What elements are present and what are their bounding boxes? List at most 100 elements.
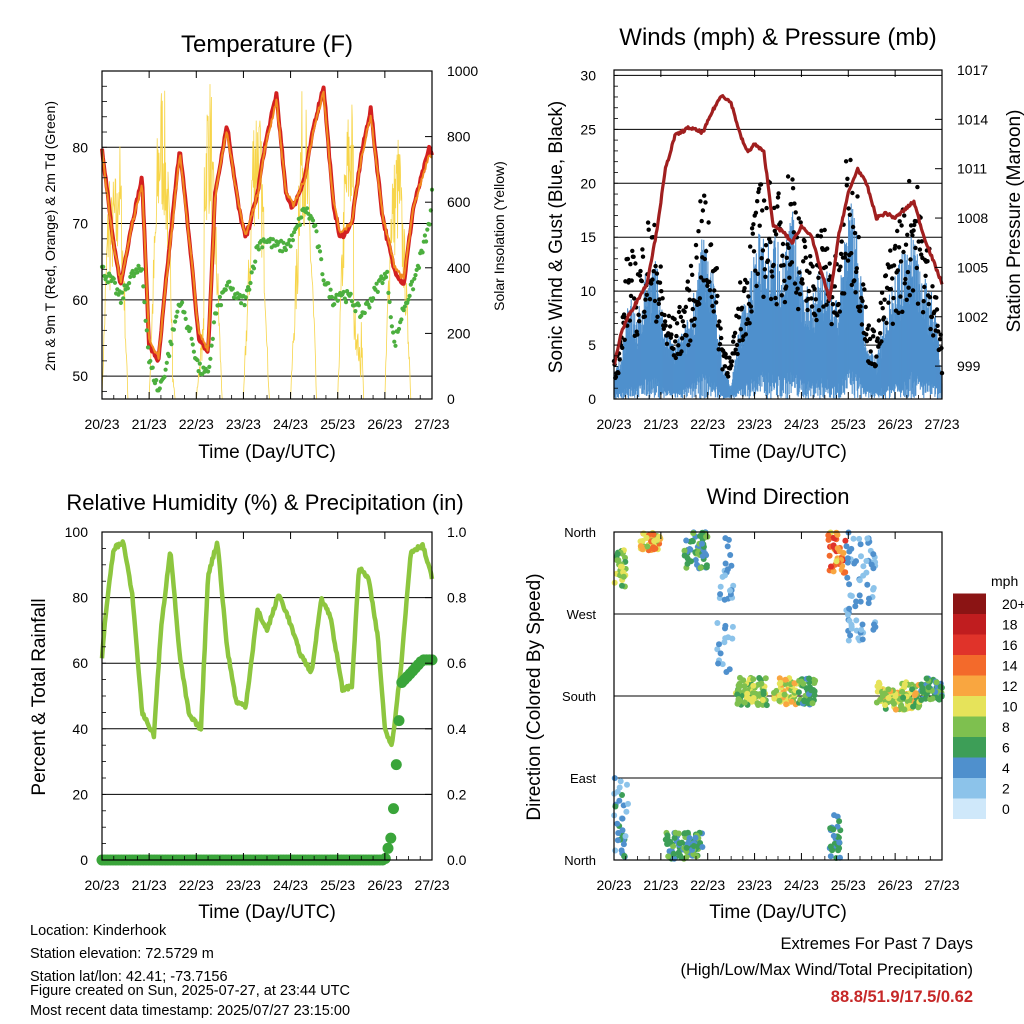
direction-point (859, 621, 866, 628)
direction-point (744, 690, 751, 697)
gust-point (898, 259, 904, 264)
direction-point (826, 552, 833, 559)
gust-point (773, 295, 778, 301)
gust-point (780, 253, 785, 258)
dewpoint-point (105, 280, 110, 285)
gust-point (630, 248, 635, 254)
wind-left-tick-label: 25 (580, 121, 596, 137)
winds-xlabel: Time (Day/UTC) (709, 442, 847, 463)
dewpoint-point (385, 269, 390, 274)
direction-point (622, 833, 629, 840)
direction-point (748, 698, 755, 705)
direction-point (725, 536, 732, 543)
gust-point (644, 292, 649, 297)
dewpoint-point (191, 349, 196, 354)
dewpoint-point (329, 294, 334, 300)
insolation-tick-label: 400 (447, 260, 471, 276)
direction-point (856, 592, 863, 599)
dewpoint-point (211, 320, 217, 325)
dewpoint-point (196, 369, 201, 374)
gust-point (685, 279, 690, 284)
gust-point (897, 219, 902, 224)
x-tick-label: 27/23 (924, 416, 959, 432)
direction-point (812, 677, 819, 684)
gust-point (633, 261, 638, 266)
gust-point (712, 288, 717, 293)
gust-point (771, 262, 776, 268)
station-pressure-line (612, 94, 944, 366)
gust-point (901, 249, 906, 255)
direction-point (800, 680, 807, 687)
gust-point (702, 193, 707, 198)
direction-point (868, 561, 875, 568)
gust-point (888, 248, 893, 253)
gust-point (850, 190, 855, 196)
direction-point (612, 803, 619, 810)
colorbar-label: 12 (1002, 678, 1018, 694)
gust-point (895, 228, 900, 234)
x-tick-label: 24/23 (784, 877, 819, 893)
gust-point (864, 339, 870, 344)
dewpoint-point (140, 267, 145, 272)
gust-point (750, 231, 755, 236)
gust-point (672, 317, 677, 322)
colorbar-label: 4 (1002, 760, 1010, 776)
gust-point (915, 301, 921, 306)
gust-point (638, 268, 643, 274)
gust-point (843, 251, 848, 256)
gust-point (688, 338, 693, 343)
gust-point (715, 293, 720, 299)
direction-point (670, 843, 677, 850)
gust-point (755, 199, 760, 204)
gust-point (736, 315, 742, 320)
colorbar-swatch (953, 675, 986, 696)
dewpoint-point (391, 330, 396, 335)
gust-point (702, 256, 707, 262)
gust-point (667, 324, 673, 329)
direction-point (693, 853, 700, 860)
direction-point (919, 688, 926, 695)
colorbar-label: 0 (1002, 801, 1010, 817)
gust-point (753, 268, 758, 273)
direction-point (834, 823, 841, 830)
gust-point (646, 227, 651, 232)
colorbar-swatch (953, 737, 986, 758)
gust-point (629, 278, 634, 283)
direction-point (724, 543, 731, 550)
direction-point (758, 680, 765, 687)
dewpoint-point (255, 244, 260, 249)
humidity-xlabel: Time (Day/UTC) (198, 902, 336, 923)
dewpoint-point (383, 275, 389, 280)
x-tick-label: 20/23 (596, 877, 631, 893)
gust-point (748, 244, 753, 249)
dewpoint-point (251, 266, 257, 271)
gust-point (621, 312, 627, 317)
direction-point (842, 537, 849, 544)
station-location: Location: Kinderhook (30, 923, 167, 939)
gust-point (786, 245, 791, 250)
gust-point (865, 326, 870, 332)
gust-point (896, 245, 902, 250)
precip-point (382, 842, 394, 854)
direction-point (697, 533, 703, 539)
gust-point (825, 246, 830, 251)
gust-point (900, 309, 905, 314)
gust-point (823, 264, 829, 270)
gust-point (863, 304, 868, 310)
direction-point (750, 682, 757, 689)
temp-9m-line (101, 90, 433, 360)
gust-point (758, 182, 764, 187)
dewpoint-point (112, 280, 118, 285)
x-tick-label: 25/23 (320, 416, 355, 432)
gust-point (797, 292, 803, 297)
dewpoint-point (348, 291, 353, 296)
direction-point (623, 808, 630, 815)
x-tick-label: 23/23 (226, 877, 261, 893)
direction-point (762, 675, 769, 682)
x-tick-label: 26/23 (878, 416, 913, 432)
x-tick-label: 24/23 (273, 416, 308, 432)
humidity-panel: Relative Humidity (%) & Precipitation (i… (29, 490, 467, 923)
gust-point (691, 323, 697, 328)
dewpoint-point (349, 299, 354, 304)
